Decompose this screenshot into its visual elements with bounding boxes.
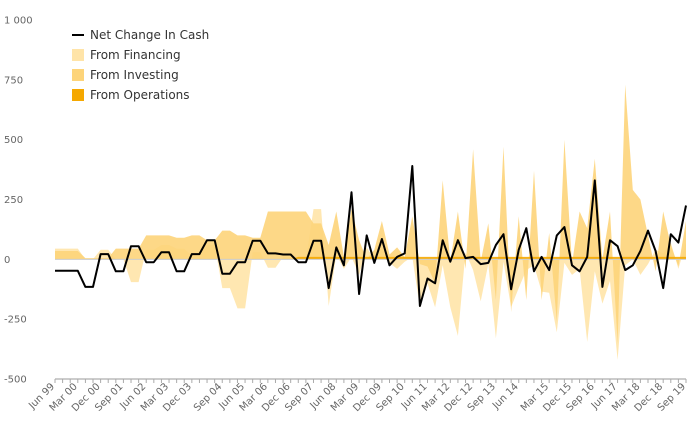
legend-label: From Financing bbox=[90, 48, 181, 62]
y-axis: 1 000 750 500 250 0 -250 -500 bbox=[4, 16, 33, 386]
y-tick-label: 0 bbox=[4, 255, 10, 266]
area-series-group bbox=[55, 84, 686, 360]
legend-label: Net Change In Cash bbox=[90, 28, 209, 42]
y-tick-label: -500 bbox=[4, 375, 27, 386]
legend-swatch bbox=[72, 69, 84, 81]
legend: Net Change In Cash From Financing From Inv… bbox=[72, 28, 209, 102]
y-tick-label: -250 bbox=[4, 315, 27, 326]
legend-swatch bbox=[72, 89, 84, 101]
legend-label: From Investing bbox=[90, 68, 179, 82]
y-tick-label: 500 bbox=[4, 135, 23, 146]
x-tick-label: Sep 04 bbox=[192, 381, 224, 413]
line-net-change-in-cash bbox=[55, 165, 687, 307]
y-tick-label: 750 bbox=[4, 75, 23, 86]
y-tick-label: 250 bbox=[4, 195, 23, 206]
y-tick-label: 1 000 bbox=[4, 16, 33, 27]
legend-label: From Operations bbox=[90, 88, 190, 102]
line-series-group bbox=[55, 165, 687, 307]
legend-swatch bbox=[72, 49, 84, 61]
area-from-operations bbox=[55, 256, 686, 260]
